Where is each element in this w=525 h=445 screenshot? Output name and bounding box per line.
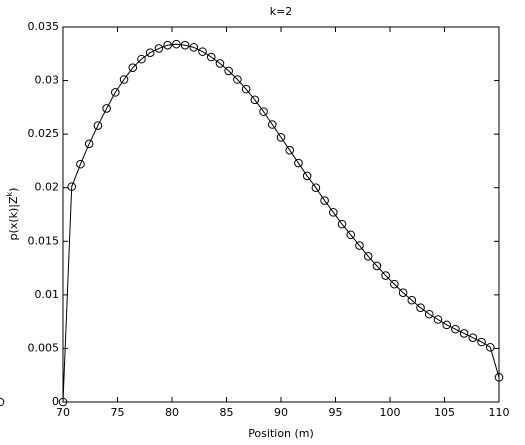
data-point bbox=[311, 183, 321, 193]
data-point bbox=[145, 48, 155, 58]
y-axis-label-part: ) bbox=[7, 188, 20, 192]
data-point bbox=[93, 121, 103, 130]
data-point bbox=[76, 159, 85, 169]
y-tick-label: 0.02 bbox=[35, 181, 60, 194]
data-point bbox=[337, 219, 347, 229]
data-point bbox=[442, 320, 451, 330]
x-tick-label: 70 bbox=[56, 406, 70, 419]
y-axis-label-sup: k bbox=[5, 191, 14, 196]
data-point bbox=[58, 397, 68, 407]
data-point bbox=[119, 75, 129, 84]
data-point bbox=[172, 39, 181, 49]
data-point bbox=[137, 54, 146, 64]
data-point bbox=[459, 329, 469, 338]
data-point bbox=[111, 88, 120, 97]
data-point bbox=[451, 324, 460, 334]
data-point bbox=[294, 158, 303, 168]
data-point bbox=[180, 40, 190, 50]
y-axis-label: p(x(k)|Zk) bbox=[5, 188, 21, 241]
x-tick-label: 95 bbox=[329, 406, 343, 419]
data-point bbox=[0, 397, 5, 407]
x-tick-label: 75 bbox=[111, 406, 125, 419]
data-point bbox=[390, 279, 399, 289]
y-tick-label: 0.035 bbox=[28, 20, 60, 33]
data-point bbox=[267, 120, 277, 129]
data-point bbox=[416, 303, 425, 313]
data-point bbox=[276, 133, 286, 142]
data-point bbox=[302, 171, 312, 181]
data-line bbox=[62, 43, 500, 403]
data-point bbox=[329, 208, 338, 217]
plot-frame bbox=[62, 26, 500, 403]
data-point bbox=[163, 40, 172, 50]
x-axis-label: Position (m) bbox=[248, 427, 314, 440]
data-point bbox=[67, 182, 77, 191]
chart-title: k=2 bbox=[270, 5, 293, 18]
x-tick-label: 80 bbox=[165, 406, 179, 419]
data-point bbox=[398, 288, 408, 298]
data-point bbox=[372, 261, 382, 271]
data-point bbox=[102, 104, 111, 113]
x-tick-label: 110 bbox=[489, 406, 510, 419]
x-tick-label: 85 bbox=[220, 406, 234, 419]
data-point bbox=[285, 145, 295, 155]
y-tick-label: 0.005 bbox=[28, 341, 60, 354]
data-point bbox=[494, 373, 504, 382]
data-point bbox=[346, 230, 356, 240]
y-axis-label-part: p(x(k)|Z bbox=[7, 196, 20, 240]
data-point bbox=[250, 95, 260, 105]
data-point bbox=[84, 139, 94, 149]
y-tick-label: 0.015 bbox=[28, 234, 60, 247]
y-tick-label: 0.03 bbox=[35, 74, 60, 87]
data-point bbox=[468, 333, 478, 343]
data-point bbox=[215, 59, 225, 68]
data-point bbox=[206, 52, 216, 62]
data-point bbox=[224, 66, 233, 76]
data-point bbox=[154, 44, 164, 53]
data-point bbox=[424, 309, 434, 319]
y-tick-label: 0.025 bbox=[28, 127, 60, 140]
data-point bbox=[241, 84, 251, 94]
data-point bbox=[381, 271, 390, 280]
data-point bbox=[485, 343, 495, 352]
y-tick-label: 0 bbox=[52, 395, 59, 408]
data-point bbox=[189, 43, 199, 52]
data-point bbox=[363, 251, 373, 261]
x-tick-label: 90 bbox=[274, 406, 288, 419]
x-tick-label: 100 bbox=[380, 406, 401, 419]
data-point bbox=[407, 295, 417, 305]
data-point bbox=[128, 63, 138, 73]
data-point bbox=[198, 47, 207, 56]
data-point bbox=[433, 315, 443, 324]
data-point bbox=[477, 337, 486, 347]
x-tick-label: 105 bbox=[434, 406, 455, 419]
y-tick-label: 0.01 bbox=[35, 288, 60, 301]
data-point bbox=[259, 107, 268, 116]
data-point bbox=[233, 75, 242, 84]
data-point bbox=[320, 196, 329, 205]
data-point bbox=[355, 241, 364, 250]
